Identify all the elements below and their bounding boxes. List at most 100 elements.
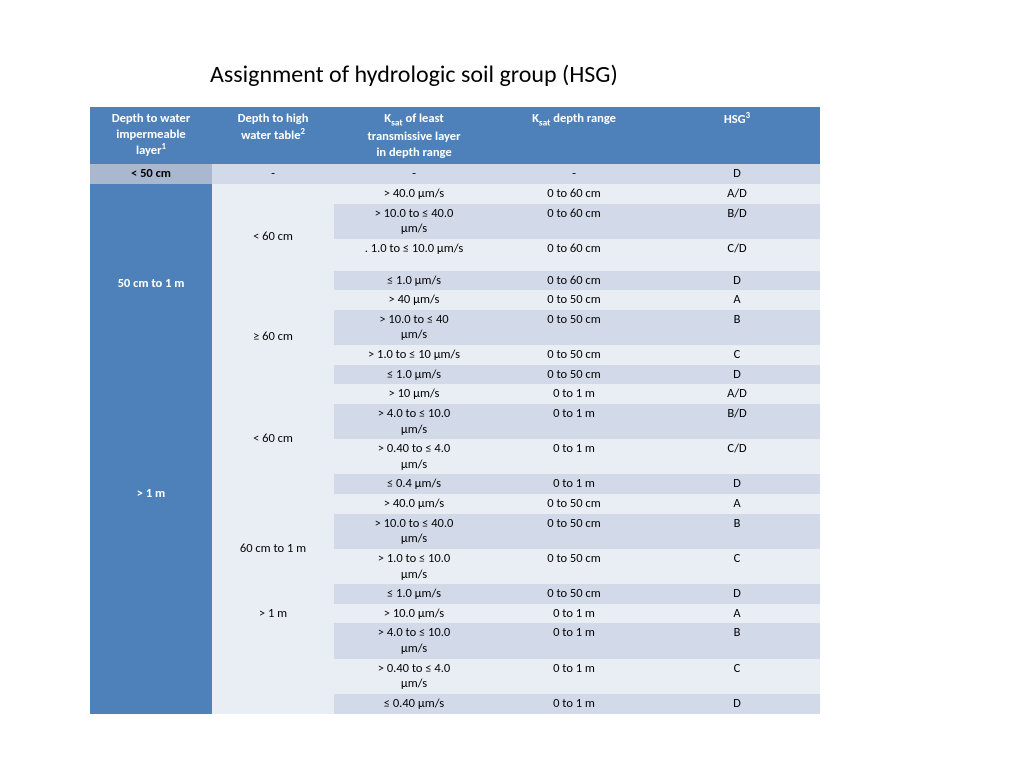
cell: 0 to 1 m bbox=[494, 694, 654, 714]
cell-text: > 10.0 to ≤ 40.0 bbox=[375, 206, 454, 221]
table-row: > 1 m < 60 cm > 10 μm/s 0 to 1 m A/D bbox=[90, 384, 820, 404]
cell-text: μm/s bbox=[401, 531, 427, 546]
cell: ≤ 1.0 μm/s bbox=[334, 365, 494, 385]
cell: 0 to 60 cm bbox=[494, 271, 654, 291]
cell: D bbox=[654, 365, 820, 385]
table-row: < 50 cm - - - D bbox=[90, 164, 820, 184]
cell: C/D bbox=[654, 439, 820, 474]
cell: 0 to 60 cm bbox=[494, 204, 654, 239]
footnote-sup: 3 bbox=[746, 111, 750, 121]
hdr-depth-impermeable: Depth to water impermeable layer1 bbox=[90, 107, 212, 164]
cell: - bbox=[494, 164, 654, 184]
cell: B/D bbox=[654, 404, 820, 439]
hsg-table: Depth to water impermeable layer1 Depth … bbox=[90, 107, 820, 714]
cell: 0 to 50 cm bbox=[494, 549, 654, 584]
cell: 0 to 50 cm bbox=[494, 494, 654, 514]
cell: ≤ 0.4 μm/s bbox=[334, 474, 494, 494]
cell: C bbox=[654, 345, 820, 365]
hdr-text: transmissive layer bbox=[367, 129, 460, 144]
cell: 0 to 60 cm bbox=[494, 239, 654, 271]
hdr-hsg: HSG3 bbox=[654, 107, 820, 164]
cell-text: μm/s bbox=[401, 567, 427, 582]
cell-depth-impermeable: > 1 m bbox=[90, 384, 212, 604]
cell: . 1.0 to ≤ 10.0 μm/s bbox=[334, 239, 494, 271]
cell-text: > 4.0 to ≤ 10.0 bbox=[378, 406, 450, 421]
footnote-sup: 1 bbox=[162, 142, 166, 152]
hdr-text: in depth range bbox=[376, 145, 451, 160]
cell: D bbox=[654, 584, 820, 604]
cell: > 10.0 to ≤ 40.0μm/s bbox=[334, 514, 494, 549]
cell: 0 to 50 cm bbox=[494, 365, 654, 385]
cell: D bbox=[654, 164, 820, 184]
cell: D bbox=[654, 474, 820, 494]
hdr-text: impermeable bbox=[116, 127, 185, 142]
cell-depth-water-table: 60 cm to 1 m bbox=[212, 494, 334, 604]
table-row: > 1 m > 10.0 μm/s 0 to 1 m A bbox=[90, 604, 820, 624]
cell: > 1.0 to ≤ 10 μm/s bbox=[334, 345, 494, 365]
hdr-text: Depth to high bbox=[238, 111, 309, 126]
cell: A bbox=[654, 604, 820, 624]
cell: A/D bbox=[654, 184, 820, 204]
cell: - bbox=[212, 164, 334, 184]
cell: C bbox=[654, 659, 820, 694]
cell-text: μm/s bbox=[401, 641, 427, 656]
cell-depth-impermeable-cont bbox=[90, 604, 212, 714]
hdr-text: water table bbox=[241, 128, 300, 143]
cell: A bbox=[654, 290, 820, 310]
cell: D bbox=[654, 271, 820, 291]
cell: A/D bbox=[654, 384, 820, 404]
cell-text: > 4.0 to ≤ 10.0 bbox=[378, 625, 450, 640]
cell: 0 to 1 m bbox=[494, 604, 654, 624]
cell: > 4.0 to ≤ 10.0μm/s bbox=[334, 623, 494, 658]
cell-text: μm/s bbox=[401, 327, 427, 342]
cell: 0 to 50 cm bbox=[494, 345, 654, 365]
cell: - bbox=[334, 164, 494, 184]
cell: > 0.40 to ≤ 4.0μm/s bbox=[334, 439, 494, 474]
cell: C bbox=[654, 549, 820, 584]
cell: 0 to 1 m bbox=[494, 404, 654, 439]
cell: B bbox=[654, 623, 820, 658]
cell: > 1.0 to ≤ 10.0μm/s bbox=[334, 549, 494, 584]
cell: 0 to 60 cm bbox=[494, 184, 654, 204]
cell-text: > 10.0 to ≤ 40 bbox=[379, 312, 448, 327]
table-row: 50 cm to 1 m < 60 cm > 40.0 μm/s 0 to 60… bbox=[90, 184, 820, 204]
subscript: sat bbox=[391, 117, 403, 129]
cell-text: > 0.40 to ≤ 4.0 bbox=[378, 661, 450, 676]
cell-depth-water-table: > 1 m bbox=[212, 604, 334, 714]
header-row: Depth to water impermeable layer1 Depth … bbox=[90, 107, 820, 164]
cell-text: μm/s bbox=[401, 221, 427, 236]
cell-text: > 10.0 to ≤ 40.0 bbox=[375, 516, 454, 531]
hdr-ksat-least: Ksat of least transmissive layer in dept… bbox=[334, 107, 494, 164]
cell: A bbox=[654, 494, 820, 514]
cell-text: μm/s bbox=[401, 422, 427, 437]
cell: 0 to 50 cm bbox=[494, 310, 654, 345]
cell: ≤ 1.0 μm/s bbox=[334, 584, 494, 604]
hdr-text: Depth to water bbox=[112, 111, 191, 126]
cell: 0 to 50 cm bbox=[494, 584, 654, 604]
cell-text: > 0.40 to ≤ 4.0 bbox=[378, 441, 450, 456]
cell: 0 to 1 m bbox=[494, 439, 654, 474]
hdr-text: K bbox=[532, 111, 539, 126]
footnote-sup: 2 bbox=[301, 127, 305, 137]
cell: > 40.0 μm/s bbox=[334, 494, 494, 514]
cell: ≤ 1.0 μm/s bbox=[334, 271, 494, 291]
cell: 0 to 50 cm bbox=[494, 514, 654, 549]
cell: > 4.0 to ≤ 10.0μm/s bbox=[334, 404, 494, 439]
cell: B/D bbox=[654, 204, 820, 239]
cell: 0 to 50 cm bbox=[494, 290, 654, 310]
cell: > 40 μm/s bbox=[334, 290, 494, 310]
page-title: Assignment of hydrologic soil group (HSG… bbox=[210, 60, 934, 89]
hdr-text: of least bbox=[403, 111, 444, 126]
cell-depth-water-table: ≥ 60 cm bbox=[212, 290, 334, 384]
cell: B bbox=[654, 310, 820, 345]
cell-depth-impermeable: < 50 cm bbox=[90, 164, 212, 184]
hdr-depth-water-table: Depth to high water table2 bbox=[212, 107, 334, 164]
cell: > 10.0 μm/s bbox=[334, 604, 494, 624]
cell-depth-impermeable: 50 cm to 1 m bbox=[90, 184, 212, 384]
cell: > 10 μm/s bbox=[334, 384, 494, 404]
cell: C/D bbox=[654, 239, 820, 271]
subscript: sat bbox=[539, 117, 551, 129]
hdr-text: depth range bbox=[550, 111, 616, 126]
cell: 0 to 1 m bbox=[494, 384, 654, 404]
cell: > 0.40 to ≤ 4.0μm/s bbox=[334, 659, 494, 694]
